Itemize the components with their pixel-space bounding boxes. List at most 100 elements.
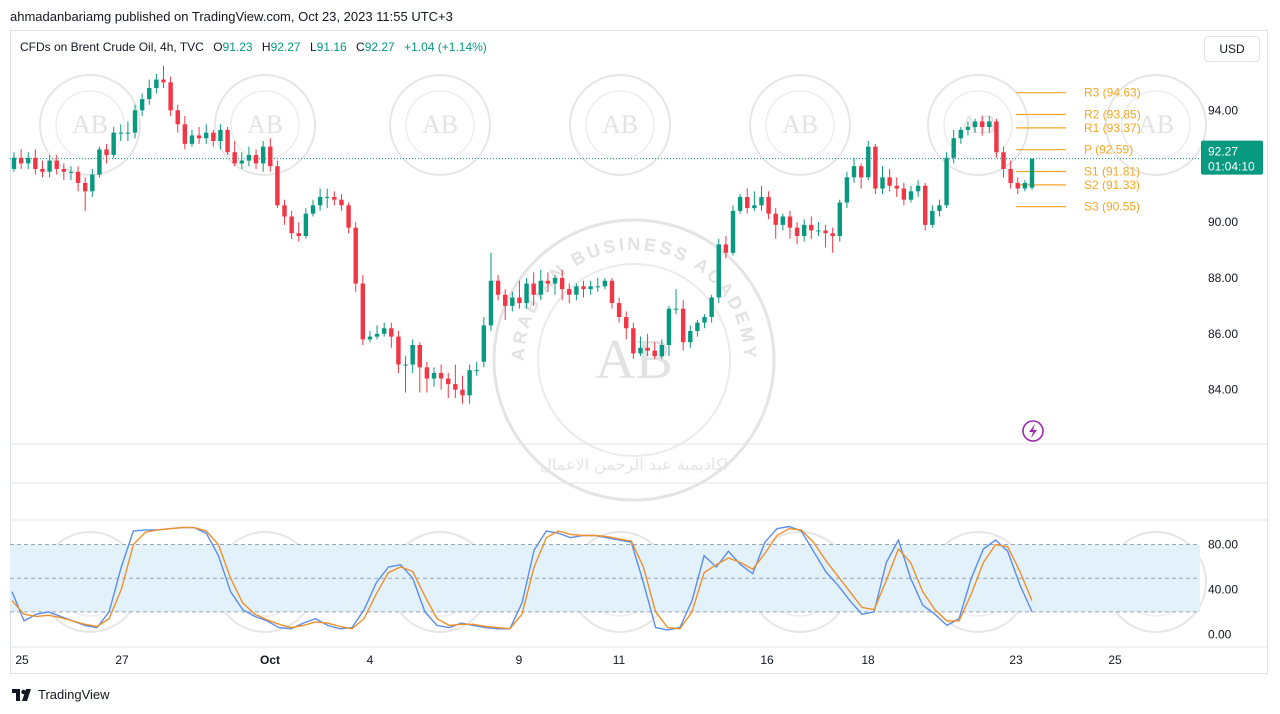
- candle-body: [132, 110, 138, 133]
- candle-body: [894, 185, 899, 189]
- candle-body: [581, 286, 586, 290]
- candle-body: [61, 168, 67, 172]
- watermark-ring: [537, 263, 731, 457]
- candle-body: [460, 389, 465, 396]
- candle-body: [232, 152, 237, 164]
- time-axis-tick-label: 18: [861, 653, 875, 667]
- candle-body: [609, 280, 615, 304]
- candle-body: [517, 297, 522, 304]
- watermark-arabic-text: اكاديمية عبد الرحمن الاعمال: [540, 455, 728, 475]
- candle-body: [75, 171, 81, 183]
- candle-body: [552, 277, 558, 284]
- candle-body: [161, 79, 166, 83]
- candle-body: [189, 135, 195, 144]
- candle-body: [18, 157, 24, 164]
- oscillator-axis-tick-label: 40.00: [1208, 582, 1238, 596]
- candle-body: [659, 345, 665, 357]
- candle-body: [225, 129, 230, 153]
- candle-body: [104, 149, 109, 155]
- time-axis-tick-label: 9: [516, 653, 523, 667]
- candle-body: [780, 216, 786, 225]
- candle-body: [688, 331, 693, 343]
- candle-body: [239, 160, 245, 164]
- time-axis-tick-label: 23: [1009, 653, 1023, 667]
- watermark-ring: [569, 74, 671, 176]
- candle-body: [972, 121, 978, 128]
- footer-brand[interactable]: TradingView: [12, 687, 110, 702]
- candle-body: [510, 297, 515, 306]
- candle-body: [965, 127, 971, 130]
- watermark-ring: [1105, 74, 1207, 176]
- lightning-icon[interactable]: [1022, 420, 1044, 442]
- candle-body: [275, 166, 280, 206]
- candle-body: [880, 177, 885, 189]
- time-axis-tick-label: Oct: [260, 653, 280, 667]
- candle-body: [11, 157, 17, 169]
- candle-body: [310, 205, 316, 214]
- candle-body: [773, 213, 778, 225]
- candle-body: [887, 177, 892, 186]
- watermark-monogram: AB: [247, 110, 283, 139]
- candle-body: [446, 378, 451, 385]
- candle-body: [47, 160, 52, 172]
- legend-open-label: O: [213, 40, 223, 54]
- candle-body: [745, 196, 750, 209]
- candle-body: [588, 286, 593, 290]
- candle-body: [381, 328, 387, 334]
- candle-body: [154, 79, 159, 88]
- candle-body: [787, 216, 793, 228]
- candle-body: [246, 155, 252, 161]
- candle-body: [481, 325, 487, 362]
- time-axis-tick-label: 25: [1108, 653, 1122, 667]
- candle-body: [823, 230, 828, 234]
- pivot-label: P (92.59): [1084, 143, 1133, 157]
- candle-body: [638, 347, 643, 354]
- legend-close-value: 92.27: [364, 40, 395, 54]
- candle-body: [801, 224, 807, 237]
- candle-body: [211, 132, 216, 142]
- candle-body: [360, 283, 366, 340]
- candle-body: [502, 294, 508, 306]
- candle-body: [737, 196, 743, 211]
- candle-body: [723, 244, 729, 253]
- candle-body: [908, 191, 914, 200]
- candle-body: [488, 280, 494, 326]
- candle-body: [631, 328, 636, 354]
- candle-body: [90, 174, 95, 192]
- watermark-monogram: AB: [1138, 110, 1174, 139]
- candle-body: [624, 317, 629, 329]
- candle-body: [766, 196, 771, 214]
- candle-body: [559, 277, 565, 290]
- candle-body: [545, 280, 551, 284]
- oscillator-axis-tick-label: 80.00: [1208, 537, 1238, 551]
- candle-body: [403, 364, 408, 366]
- tradingview-logo-icon: [12, 688, 31, 701]
- candle-body: [431, 372, 437, 379]
- candle-body: [175, 110, 180, 125]
- currency-button[interactable]: USD: [1204, 36, 1260, 62]
- candle-body: [666, 308, 672, 345]
- candle-body: [495, 280, 501, 295]
- candle-body: [168, 82, 173, 111]
- candle-body: [196, 135, 202, 139]
- pivot-label: S1 (91.81): [1084, 164, 1140, 178]
- watermark-monogram: AB: [72, 110, 108, 139]
- watermark-monogram: AB: [602, 110, 638, 139]
- legend-symbol: CFDs on Brent Crude Oil, 4h, TVC: [20, 40, 204, 54]
- watermark-ring: [55, 90, 125, 160]
- candle-body: [332, 196, 337, 200]
- candle-body: [26, 157, 31, 164]
- candle-body: [147, 87, 152, 100]
- candle-body: [915, 185, 921, 192]
- candle-body: [652, 350, 657, 357]
- candle-body: [68, 171, 74, 173]
- candle-body: [353, 227, 358, 284]
- candle-body: [33, 157, 38, 169]
- candle-body: [268, 146, 273, 167]
- candle-body: [1008, 168, 1013, 183]
- last-price-badge: [1201, 140, 1263, 175]
- candle-body: [1029, 158, 1035, 188]
- candle-body: [830, 233, 835, 237]
- watermark-ring: [389, 74, 491, 176]
